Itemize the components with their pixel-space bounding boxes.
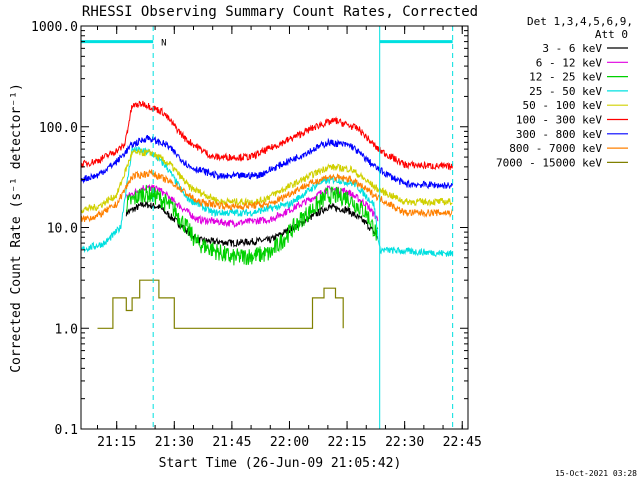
- legend-entry-label: 7000 - 15000 keV: [496, 156, 602, 169]
- y-tick-label: 1000.0: [31, 20, 78, 35]
- series-line-5: [81, 100, 454, 171]
- legend-entry-label: 300 - 800 keV: [516, 128, 602, 141]
- series-line-2: [125, 184, 379, 266]
- plot-area: N: [81, 26, 454, 429]
- legend-header-line-1: Det 1,3,4,5,6,9,: [527, 15, 633, 28]
- legend-entry-label: 12 - 25 keV: [529, 71, 602, 84]
- series-line-8: [97, 279, 344, 329]
- series-line-0: [125, 200, 379, 248]
- legend-entry-label: 100 - 300 keV: [516, 114, 602, 127]
- x-axis-label: Start Time (26-Jun-09 21:05:42): [159, 456, 402, 471]
- series-line-4: [81, 148, 453, 214]
- x-tick-label: 22:15: [327, 435, 366, 450]
- legend-entry-label: 800 - 7000 keV: [509, 142, 602, 155]
- night-flag-label: N: [161, 39, 166, 49]
- y-axis-label: Corrected Count Rate (s⁻¹ detector⁻¹): [9, 83, 24, 373]
- axes: 21:15 21:30 21:45 22:00 22:15 22:30 22:45 0.1 1.…: [31, 20, 482, 450]
- chart-title: RHESSI Observing Summary Count Rates, Co…: [82, 4, 478, 20]
- legend-entry-label: 6 - 12 keV: [536, 56, 603, 69]
- legend-entry-label: 50 - 100 keV: [523, 99, 603, 112]
- y-tick-label: 10.0: [47, 222, 78, 237]
- x-tick-label: 21:30: [155, 435, 194, 450]
- x-tick-label: 22:00: [270, 435, 309, 450]
- x-tick-label: 21:45: [212, 435, 251, 450]
- series-line-6: [81, 134, 454, 190]
- x-tick-label: 22:30: [385, 435, 424, 450]
- y-tick-label: 0.1: [55, 423, 78, 438]
- x-tick-label: 21:15: [97, 435, 136, 450]
- y-tick-label: 100.0: [39, 121, 78, 136]
- timestamp: 15-Oct-2021 03:28: [555, 469, 637, 478]
- legend-entry-label: 3 - 6 keV: [542, 42, 602, 55]
- x-tick-label: 22:45: [443, 435, 482, 450]
- y-tick-label: 1.0: [55, 322, 78, 337]
- plot-frame: [80, 25, 469, 430]
- series-line-7: [81, 169, 454, 223]
- legend-entry-label: 25 - 50 keV: [529, 85, 602, 98]
- legend-header-line-2: Att 0: [595, 28, 628, 41]
